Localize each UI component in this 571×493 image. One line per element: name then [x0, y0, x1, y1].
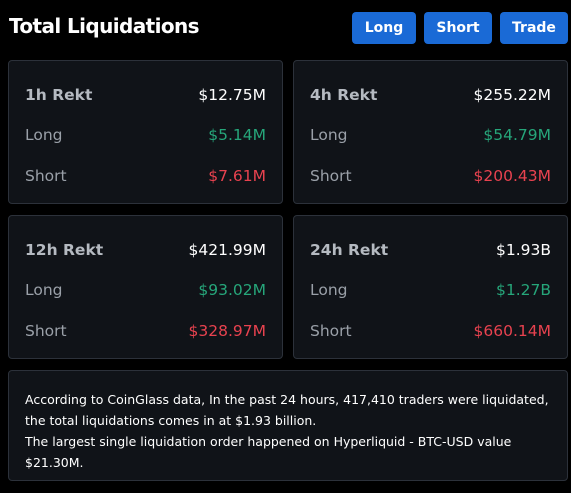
long-value: $54.79M [483, 126, 551, 144]
card-24h-rekt: 24h Rekt $1.93B Long $1.27B Short $660.1… [293, 215, 568, 359]
card-12h-rekt: 12h Rekt $421.99M Long $93.02M Short $32… [8, 215, 283, 359]
total-value: $421.99M [188, 241, 266, 259]
long-value: $5.14M [208, 126, 266, 144]
summary-line-2: The largest single liquidation order hap… [25, 434, 512, 470]
short-row: Short $200.43M [310, 166, 551, 186]
long-value: $93.02M [198, 281, 266, 299]
long-label: Long [310, 281, 348, 299]
short-value: $660.14M [473, 322, 551, 340]
long-value: $1.27B [495, 281, 551, 299]
short-row: Short $328.97M [25, 321, 266, 341]
long-row: Long $93.02M [25, 280, 266, 300]
total-value: $12.75M [198, 86, 266, 104]
total-row: 24h Rekt $1.93B [310, 240, 551, 260]
short-label: Short [310, 167, 352, 185]
long-button[interactable]: Long [352, 12, 416, 44]
long-label: Long [25, 126, 63, 144]
long-row: Long $54.79M [310, 125, 551, 145]
total-row: 4h Rekt $255.22M [310, 85, 551, 105]
period-label: 12h Rekt [25, 241, 104, 259]
short-row: Short $660.14M [310, 321, 551, 341]
period-label: 24h Rekt [310, 241, 389, 259]
trade-button[interactable]: Trade [500, 12, 568, 44]
total-row: 12h Rekt $421.99M [25, 240, 266, 260]
short-label: Short [310, 322, 352, 340]
total-value: $255.22M [473, 86, 551, 104]
header: Total Liquidations Long Short Trade [0, 0, 571, 56]
long-row: Long $1.27B [310, 280, 551, 300]
total-value: $1.93B [495, 241, 551, 259]
card-4h-rekt: 4h Rekt $255.22M Long $54.79M Short $200… [293, 60, 568, 204]
period-label: 4h Rekt [310, 86, 378, 104]
short-value: $200.43M [473, 167, 551, 185]
summary-line-1: According to CoinGlass data, In the past… [25, 392, 549, 428]
liquidation-summary: According to CoinGlass data, In the past… [8, 370, 568, 481]
short-button[interactable]: Short [424, 12, 492, 44]
short-label: Short [25, 322, 67, 340]
total-row: 1h Rekt $12.75M [25, 85, 266, 105]
long-label: Long [25, 281, 63, 299]
long-row: Long $5.14M [25, 125, 266, 145]
card-1h-rekt: 1h Rekt $12.75M Long $5.14M Short $7.61M [8, 60, 283, 204]
short-label: Short [25, 167, 67, 185]
short-row: Short $7.61M [25, 166, 266, 186]
period-label: 1h Rekt [25, 86, 93, 104]
short-value: $328.97M [188, 322, 266, 340]
short-value: $7.61M [208, 167, 266, 185]
long-label: Long [310, 126, 348, 144]
page-title: Total Liquidations [9, 14, 200, 38]
